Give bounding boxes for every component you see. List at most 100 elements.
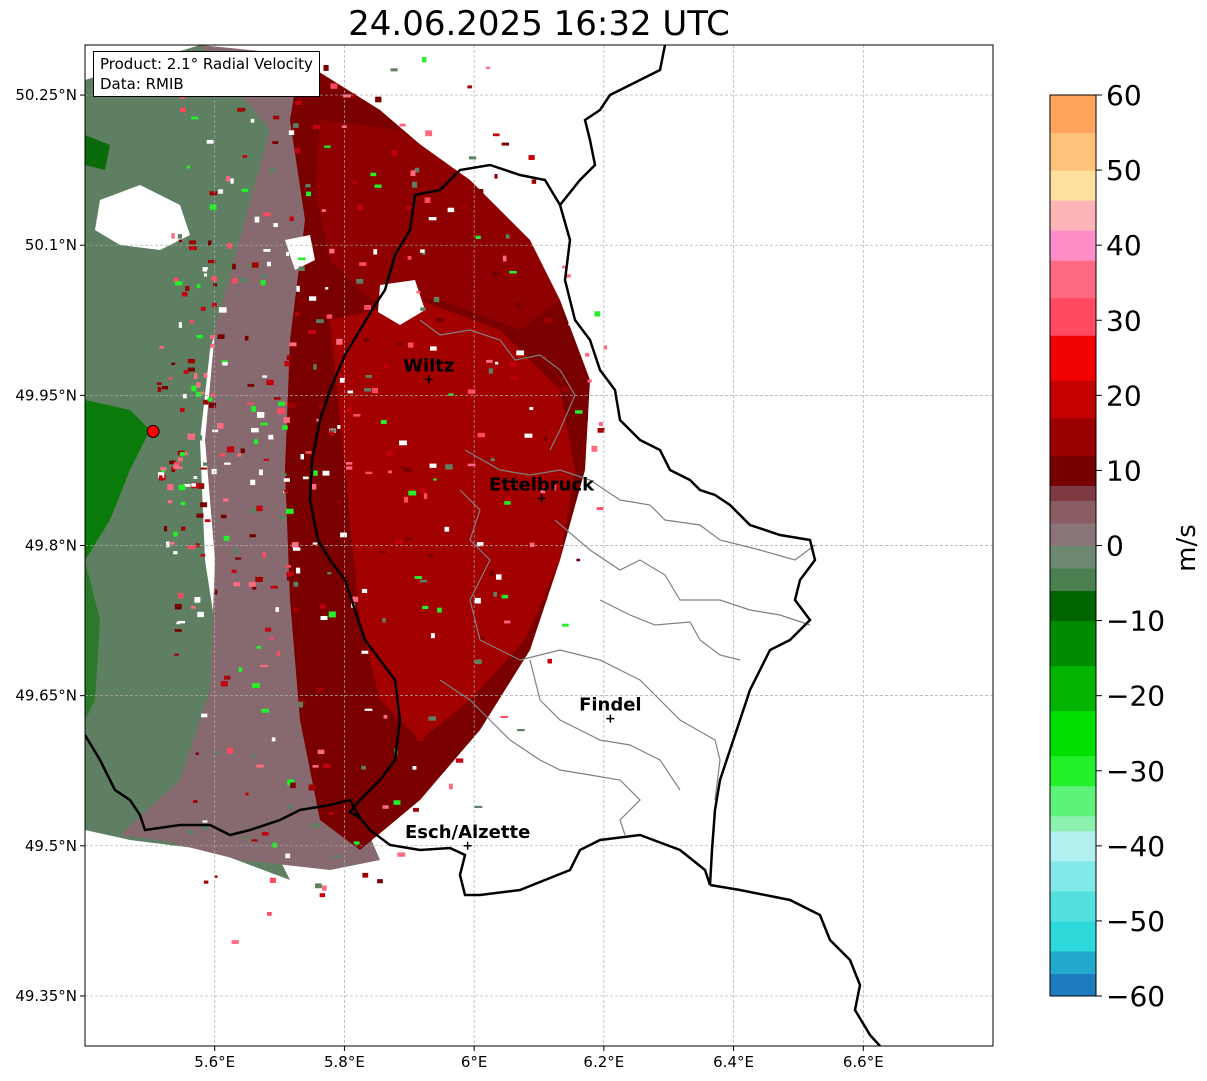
echo-pixel: [467, 85, 472, 89]
echo-pixel: [263, 458, 270, 461]
echo-pixel: [322, 763, 331, 768]
echo-pixel: [213, 283, 218, 287]
echo-pixel: [474, 805, 483, 808]
echo-pixel: [424, 197, 431, 203]
echo-pixel: [187, 433, 196, 440]
country-border-belgium-france: [85, 734, 362, 837]
echo-pixel: [290, 782, 296, 789]
echo-pixel: [416, 737, 425, 741]
echo-pixel: [273, 115, 280, 120]
echo-pixel: [494, 421, 498, 428]
echo-pixel: [200, 554, 206, 557]
echo-pixel: [293, 581, 299, 587]
echo-pixel: [346, 466, 353, 470]
echo-pixel: [384, 363, 389, 369]
echo-pixel: [197, 611, 204, 618]
echo-pixel: [193, 373, 198, 380]
echo-pixel: [583, 418, 588, 421]
echo-pixel: [226, 176, 231, 182]
colorbar-tick-label: 0: [1106, 530, 1124, 563]
echo-pixel: [353, 414, 361, 417]
echo-pixel: [180, 501, 186, 506]
echo-pixel: [223, 675, 231, 680]
echo-pixel: [156, 382, 162, 385]
echo-pixel: [363, 388, 372, 392]
echo-pixel: [174, 603, 182, 610]
y-tick-label: 50.1°N: [25, 236, 77, 254]
echo-pixel: [318, 509, 323, 513]
echo-pixel: [316, 319, 324, 323]
echo-pixel: [248, 581, 256, 587]
echo-pixel: [496, 574, 502, 580]
country-border-luxembourg-germany: [558, 204, 817, 886]
y-tick-label: 49.65°N: [15, 687, 77, 705]
echo-pixel: [305, 183, 311, 188]
echo-pixel: [370, 172, 377, 177]
colorbar-segment: [1050, 485, 1096, 501]
echo-pixel: [301, 299, 305, 303]
echo-pixel: [467, 463, 476, 467]
echo-pixel: [411, 181, 418, 188]
echo-pixel: [587, 379, 592, 383]
echo-pixel: [169, 460, 176, 465]
echo-pixel: [260, 664, 269, 668]
echo-pixel: [166, 526, 173, 531]
echo-pixel: [308, 330, 316, 335]
echo-pixel: [362, 338, 370, 342]
echo-pixel: [429, 463, 437, 468]
echo-pixel: [528, 155, 535, 160]
x-tick-label: 5.6°E: [194, 1053, 235, 1071]
city-marker: [424, 375, 433, 384]
echo-pixel: [361, 650, 369, 654]
echo-pixel: [286, 355, 292, 360]
data-source-label: Data: RMIB: [100, 75, 184, 93]
echo-pixel: [220, 514, 227, 519]
radar-site-marker: [146, 424, 160, 438]
colorbar-segment: [1050, 620, 1096, 667]
echo-pixel: [278, 401, 285, 406]
echo-pixel: [501, 142, 510, 146]
echo-pixel: [195, 546, 199, 550]
echo-green-near-radar: [85, 400, 150, 560]
echo-pixel: [504, 620, 511, 624]
echo-pixel: [361, 588, 368, 594]
canton-boundaries: [419, 319, 816, 836]
echo-pixel: [529, 406, 534, 411]
echo-pixel: [336, 338, 343, 345]
echo-pixel: [256, 412, 265, 418]
echo-pixel: [302, 476, 309, 480]
echo-pixel: [414, 576, 422, 579]
echo-pixel: [190, 605, 196, 609]
echo-pixel: [227, 747, 234, 754]
echo-pixel: [191, 483, 197, 487]
echo-pixel: [540, 487, 546, 494]
echo-pixel: [324, 145, 331, 148]
echo-pixel: [189, 240, 197, 245]
echo-pixel: [185, 286, 190, 291]
echo-pixel: [207, 545, 213, 550]
echo-pixel: [215, 750, 221, 754]
echo-pixel: [562, 623, 569, 627]
echo-pixel: [227, 242, 233, 249]
echo-pixel: [177, 234, 182, 239]
echo-pixel: [428, 716, 437, 721]
echo-pixel: [173, 531, 178, 537]
echo-pixel: [267, 261, 271, 267]
echo-pixel: [272, 842, 277, 848]
echo-pixel: [177, 620, 186, 624]
city-label: Esch/Alzette: [405, 822, 530, 843]
echo-inbound-region: [85, 45, 300, 880]
echo-pixel: [311, 823, 320, 829]
echo-pixel: [186, 447, 193, 453]
echo-pixel: [292, 123, 299, 128]
echo-pixel: [270, 585, 278, 589]
echo-outbound-bright-region: [330, 300, 575, 740]
echo-pixel: [477, 188, 484, 195]
echo-pixel: [422, 605, 429, 610]
echo-pixel: [567, 674, 575, 680]
echo-pixel: [223, 535, 230, 541]
echo-pixel: [491, 271, 499, 277]
echo-pixel: [187, 545, 196, 550]
echo-pixel: [328, 611, 336, 618]
colorbar-segment: [1050, 545, 1096, 569]
